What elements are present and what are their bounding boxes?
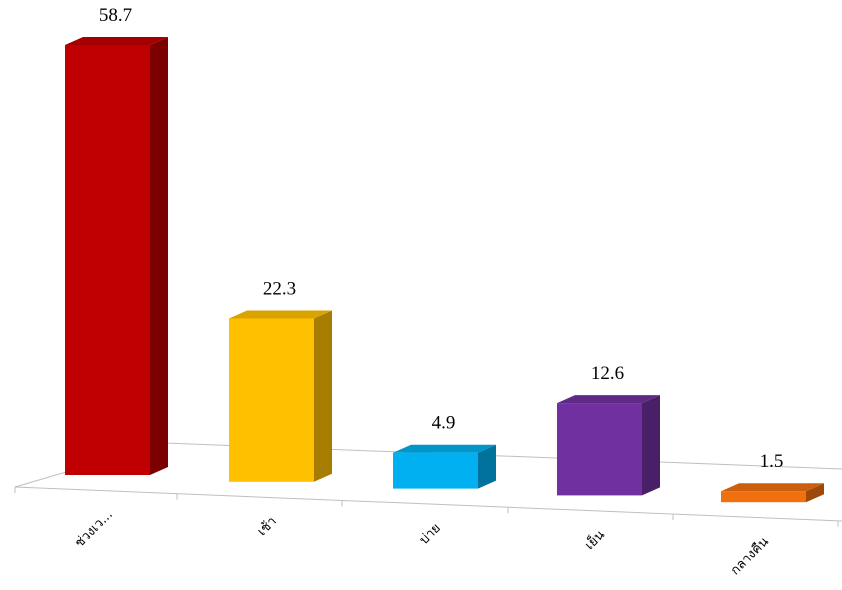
bar-side	[806, 483, 824, 503]
bar	[65, 37, 168, 475]
bar-side	[478, 444, 496, 489]
bar-side	[314, 310, 332, 482]
bar	[393, 444, 496, 489]
bar-top	[721, 483, 824, 492]
bar-side	[150, 37, 168, 475]
bar-front	[393, 452, 478, 489]
bar-top	[393, 444, 496, 453]
x-tick-label: ช่วงเว...	[72, 507, 116, 551]
x-tick-label: เย็น	[580, 525, 608, 553]
bar-side	[642, 395, 660, 496]
floor-front-edge	[14, 486, 842, 522]
bar-front	[65, 45, 150, 475]
value-label: 12.6	[591, 363, 624, 384]
bar	[557, 395, 660, 496]
bar	[229, 310, 332, 482]
bar-front	[721, 491, 806, 503]
bar-front	[229, 318, 314, 482]
bar-top	[557, 395, 660, 404]
x-tick-label: บ่าย	[417, 521, 444, 548]
value-label: 58.7	[99, 5, 132, 26]
bar-front	[557, 403, 642, 496]
value-label: 4.9	[432, 413, 456, 434]
bar-top	[65, 37, 168, 45]
x-tick-label: เช้า	[255, 514, 280, 539]
value-label: 22.3	[263, 278, 296, 299]
x-tick-label: กลางคืน	[727, 534, 772, 579]
value-label: 1.5	[760, 451, 784, 472]
bar-top	[229, 310, 332, 319]
bar	[721, 483, 824, 503]
